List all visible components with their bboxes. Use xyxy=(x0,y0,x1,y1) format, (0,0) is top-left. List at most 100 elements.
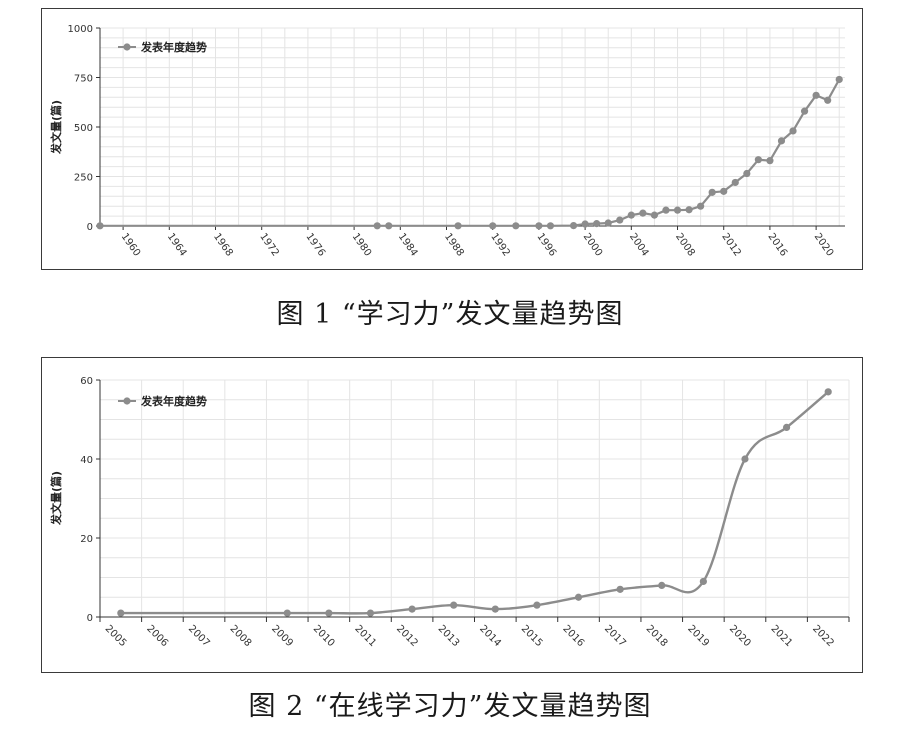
data-point xyxy=(782,423,791,431)
data-point xyxy=(789,127,797,135)
x-tick-label: 2007 xyxy=(186,623,212,649)
y-axis-label: 发文量(篇) xyxy=(49,471,63,526)
data-point xyxy=(574,593,583,601)
x-tick-label: 1976 xyxy=(303,231,327,258)
chart-panel-1: 0 250 500 750 1000 1960 1964 1968 1972 1976 1980 19… xyxy=(41,8,863,270)
data-point xyxy=(604,219,612,227)
x-tick-label: 2006 xyxy=(144,623,170,649)
x-tick-label: 2008 xyxy=(228,623,254,649)
data-point xyxy=(593,220,601,228)
x-tick-label: 2011 xyxy=(352,623,378,649)
data-point xyxy=(743,169,751,178)
data-point xyxy=(616,216,624,224)
data-point xyxy=(697,202,705,210)
data-point xyxy=(581,220,589,228)
y-tick-label: 500 xyxy=(74,123,93,134)
x-tick-label: 1988 xyxy=(442,231,466,258)
data-point xyxy=(639,209,647,217)
line-chart-2: 0 20 40 60 2005 2006 2007 2008 2009 2010 2011 2012 2… xyxy=(49,376,850,649)
data-point xyxy=(658,581,666,589)
data-point xyxy=(283,609,291,617)
x-tick-label: 2016 xyxy=(560,623,586,649)
data-point xyxy=(699,577,707,586)
x-tick-label: 1968 xyxy=(211,231,235,258)
data-point xyxy=(720,187,728,195)
y-tick-label: 0 xyxy=(87,222,93,233)
data-point xyxy=(835,75,843,84)
y-tick-label: 750 xyxy=(74,74,93,85)
data-point xyxy=(450,601,458,609)
line-chart-1: 0 250 500 750 1000 1960 1964 1968 1972 1976 1980 19… xyxy=(49,24,845,259)
data-point xyxy=(408,605,416,613)
data-point xyxy=(777,137,786,145)
legend-label: 发表年度趋势 xyxy=(140,40,207,54)
x-tick-label: 2021 xyxy=(768,623,794,649)
x-tick-label: 2005 xyxy=(103,623,129,649)
x-tick-label: 2016 xyxy=(765,231,789,258)
data-point xyxy=(385,222,393,230)
legend-marker xyxy=(123,397,131,405)
data-point xyxy=(325,609,333,617)
series-line xyxy=(99,78,841,227)
data-point xyxy=(535,222,543,230)
y-tick-label: 1000 xyxy=(68,24,93,35)
x-tick-label: 1960 xyxy=(119,231,143,258)
series-line xyxy=(120,390,829,615)
figure-caption-1: 图 1 “学习力”发文量趋势图 xyxy=(276,299,624,330)
x-tick-label: 2010 xyxy=(311,623,337,649)
x-tick-label: 1984 xyxy=(396,231,420,258)
data-point xyxy=(512,222,520,230)
data-point xyxy=(662,206,670,214)
x-tick-label: 2018 xyxy=(644,623,670,649)
data-point xyxy=(812,91,820,99)
data-point xyxy=(754,156,762,164)
y-tick-label: 20 xyxy=(80,534,93,545)
data-point xyxy=(741,455,749,463)
data-point xyxy=(546,222,555,230)
x-tick-label: 1964 xyxy=(165,231,189,258)
grid xyxy=(99,379,850,618)
data-point xyxy=(569,222,578,230)
data-point xyxy=(96,222,104,230)
data-point xyxy=(824,96,832,104)
data-point xyxy=(491,605,499,613)
x-tick-label: 2008 xyxy=(673,231,697,258)
data-point xyxy=(616,585,624,593)
x-tick-label: 2022 xyxy=(810,623,836,649)
x-tick-label: 2009 xyxy=(269,623,295,649)
x-tick-label: 1972 xyxy=(257,231,281,258)
x-tick-label: 2017 xyxy=(602,623,628,649)
x-tick-label: 2020 xyxy=(727,623,753,649)
x-tick-label: 1992 xyxy=(488,231,512,258)
x-tick-label: 2012 xyxy=(719,231,743,258)
data-point xyxy=(800,107,809,115)
chart-panel-2: 0 20 40 60 2005 2006 2007 2008 2009 2010 2011 2012 2… xyxy=(41,357,863,673)
x-tick-label: 1996 xyxy=(534,231,558,258)
x-tick-label: 2012 xyxy=(394,623,420,649)
figure-caption-2: 图 2 “在线学习力”发文量趋势图 xyxy=(248,691,652,722)
data-point xyxy=(650,211,659,219)
legend-marker xyxy=(123,43,131,51)
y-axis-label: 发文量(篇) xyxy=(49,100,63,155)
x-tick-label: 1980 xyxy=(350,231,374,258)
data-point xyxy=(454,222,462,230)
grid xyxy=(100,27,845,227)
y-tick-label: 250 xyxy=(74,173,93,184)
data-point xyxy=(373,222,381,230)
x-tick-label: 2014 xyxy=(477,623,503,649)
data-point xyxy=(489,222,497,230)
y-tick-label: 0 xyxy=(87,613,93,624)
data-point xyxy=(824,388,832,396)
data-point xyxy=(685,206,693,214)
x-tick-label: 2019 xyxy=(685,623,711,649)
y-tick-label: 60 xyxy=(80,376,93,387)
x-tick-label: 2013 xyxy=(436,623,462,649)
x-tick-label: 2020 xyxy=(812,231,836,258)
data-point xyxy=(366,609,375,617)
data-point xyxy=(117,609,125,617)
data-point xyxy=(731,178,739,187)
data-point xyxy=(708,188,716,196)
x-tick-label: 2004 xyxy=(627,231,651,258)
x-tick-label: 2000 xyxy=(581,231,605,258)
data-point xyxy=(627,211,635,219)
